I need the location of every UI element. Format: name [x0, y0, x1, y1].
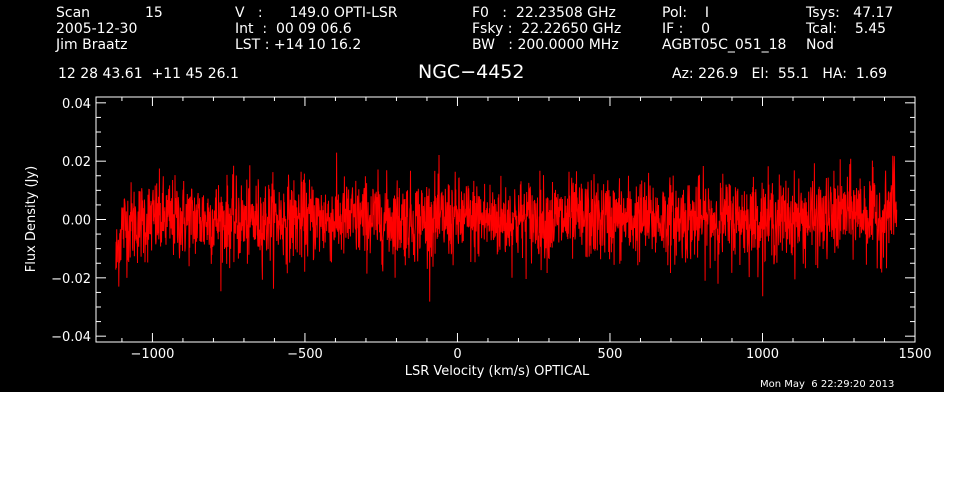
scan-number: 15 [145, 5, 163, 21]
sky-frequency: Fsky : 22.22650 GHz [472, 21, 622, 37]
if-number: IF : 0 [662, 21, 711, 37]
y-tick-label: 0.00 [62, 214, 91, 229]
y-axis-label: Flux Density (Jy) [24, 166, 39, 272]
x-tick-label: −500 [287, 347, 323, 362]
tcal-value: Tcal: 5.45 [806, 21, 887, 37]
az-el-ha: Az: 226.9 El: 55.1 HA: 1.69 [672, 66, 888, 82]
x-tick-label: 500 [598, 347, 623, 362]
spectrum-chart: −1000 −500 0 500 1000 1500 −0.04 −0.02 0.00 0.02 0… [24, 96, 932, 379]
scan-label: Scan [56, 5, 91, 21]
axis-tick-labels: −1000 −500 0 500 1000 1500 −0.04 −0.02 0.00 0.02 0… [51, 97, 931, 362]
observing-mode: Nod [806, 37, 834, 53]
x-tick-label: −1000 [130, 347, 174, 362]
polarization: Pol: I [662, 5, 710, 21]
bandwidth: BW : 200.0000 MHz [472, 37, 619, 53]
y-tick-label: 0.02 [62, 155, 91, 170]
source-name: NGC−4452 [418, 61, 525, 83]
velocity-info: V : 149.0 OPTI-LSR [235, 5, 398, 21]
x-axis-label: LSR Velocity (km/s) OPTICAL [405, 364, 590, 379]
spectrum-line [115, 152, 898, 302]
x-tick-label: 0 [453, 347, 461, 362]
observation-date: 2005-12-30 [56, 21, 138, 37]
timestamp: Mon May 6 22:29:20 2013 [760, 379, 895, 390]
y-tick-label: 0.04 [62, 97, 91, 112]
tsys-value: Tsys: 47.17 [806, 5, 894, 21]
x-tick-label: 1000 [746, 347, 779, 362]
axis-ticks [96, 97, 916, 342]
project-id: AGBT05C_051_18 [662, 37, 787, 53]
y-tick-label: −0.04 [51, 330, 91, 345]
source-coordinates: 12 28 43.61 +11 45 26.1 [58, 66, 239, 82]
x-tick-label: 1500 [898, 347, 931, 362]
integration-time: Int : 00 09 06.6 [235, 21, 352, 37]
series-layer [115, 152, 898, 302]
y-tick-label: −0.02 [51, 272, 91, 287]
observer-name: Jim Braatz [56, 37, 128, 53]
rest-frequency: F0 : 22.23508 GHz [472, 5, 616, 21]
lst-info: LST : +14 10 16.2 [235, 37, 362, 53]
plot-canvas: Scan 15 2005-12-30 Jim Braatz V : 149.0 … [0, 0, 944, 392]
